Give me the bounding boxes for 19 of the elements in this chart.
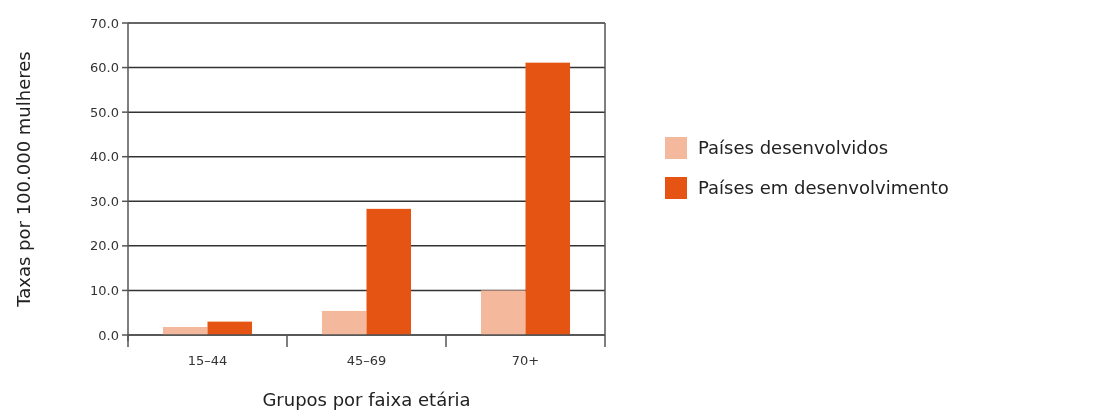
x-axis-title: Grupos por faixa etária [262,389,471,410]
y-tick-label: 70.0 [90,15,119,31]
bar [480,290,526,335]
y-tick-label: 40.0 [90,149,119,165]
bar [366,208,412,335]
x-tick-label: 45–69 [346,353,387,368]
x-tick-label: 15–44 [187,353,228,368]
legend-label: Países desenvolvidos [698,137,889,159]
y-tick-label: 60.0 [90,60,119,76]
x-tick-label: 70+ [511,353,540,368]
y-axis-title: Taxas por 100.000 mulheres [13,51,34,308]
bar [525,62,571,335]
y-tick-label: 0.0 [98,327,119,343]
legend-label: Países em desenvolvimento [698,177,949,199]
y-tick-label: 50.0 [90,104,119,120]
bar [321,310,367,335]
y-tick-label: 10.0 [90,282,119,298]
y-tick-label: 20.0 [90,238,119,254]
y-tick-label: 30.0 [90,193,119,209]
